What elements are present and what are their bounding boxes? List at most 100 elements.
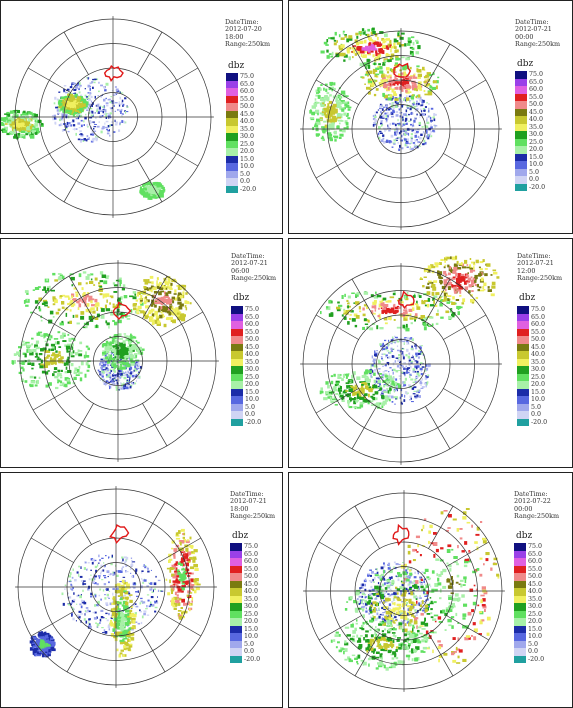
echo-speck [114,374,116,377]
legend-value: 55.0 [531,328,546,336]
echo-cell [40,363,44,366]
echo-speck [394,123,397,127]
echo-cell [15,114,19,118]
echo-cell [146,313,149,318]
echo-speck [84,94,86,97]
echo-speck [87,138,90,140]
echo-cell [413,74,416,78]
echo-speck [412,122,414,125]
echo-speck [408,120,411,122]
echo-cell [386,67,390,71]
echo-cell [416,89,419,92]
echo-speck [105,604,109,606]
echo-cell [375,50,378,54]
echo-speck [102,632,105,634]
echo-speck [406,144,408,146]
echo-cell [324,95,328,98]
echo-speck [391,122,395,125]
echo-speck [394,129,396,131]
echo-cell [1,129,3,131]
echo-cell [124,335,129,338]
echo-cell [145,296,147,299]
echo-speck [406,339,409,343]
echo-cell [77,307,80,310]
echo-speck [134,382,137,385]
echo-cell [370,400,374,403]
echo-speck [129,370,132,372]
echo-cell [416,304,419,307]
echo-cell [170,284,173,288]
echo-cell [27,131,30,134]
echo-speck [387,343,389,347]
echo-cell [104,347,107,351]
echo-speck [426,121,430,125]
echo-cell [372,81,376,85]
echo-cell [55,386,59,390]
echo-cell [130,357,133,361]
echo-speck [133,582,136,585]
echo-speck [125,565,128,567]
echo-cell [30,380,36,384]
echo-speck [99,378,102,381]
echo-speck [434,113,437,116]
echo-cell [415,39,419,42]
echo-speck [141,615,144,619]
echo-speck [140,366,142,369]
azimuth-line [155,67,199,93]
echo-speck [409,399,412,401]
echo-speck [87,77,89,80]
echo-speck [52,117,55,121]
echo-cell [358,389,361,393]
echo-speck [407,138,409,142]
echo-cell [52,316,55,318]
echo-speck [107,125,110,128]
echo-speck [114,119,116,122]
echo-cell [345,122,349,126]
echo-speck [71,599,75,603]
echo-cell [343,107,346,110]
azimuth-line [443,314,487,340]
echo-cell [469,258,472,260]
echo-speck [117,109,120,111]
echo-speck [95,569,97,573]
echo-speck [414,378,417,381]
echo-speck [68,580,72,583]
echo-speck [420,345,423,347]
echo-cell [423,317,428,321]
echo-speck [95,137,98,141]
echo-cell [65,366,68,370]
echo-cell [83,292,86,296]
echo-cell [412,41,415,46]
echo-cell [372,403,376,406]
echo-speck [399,377,401,380]
echo-cell [455,281,461,284]
echo-cell [159,287,164,290]
echo-speck [121,101,124,104]
echo-cell [435,313,439,316]
echo-cell [363,318,367,321]
echo-cell [59,295,63,299]
echo-speck [410,337,413,340]
echo-speck [93,130,97,132]
echo-cell [71,284,74,287]
echo-speck [75,118,78,120]
echo-cell [372,30,376,34]
echo-speck [400,403,403,405]
echo-speck [394,133,397,136]
echo-cell [70,303,75,308]
echo-cell [105,348,111,351]
echo-cell [369,390,373,393]
echo-cell [165,310,169,313]
echo-cell [471,261,474,264]
echo-cell [143,187,147,190]
echo-cell [106,299,108,303]
echo-cell [466,274,469,276]
echo-cell [167,299,172,302]
echo-cell [66,378,70,383]
echo-cell [64,101,66,106]
echo-speck [112,592,114,596]
echo-speck [403,381,406,384]
echo-speck [70,583,72,586]
echo-cell [18,371,23,374]
echo-cell [20,118,25,122]
